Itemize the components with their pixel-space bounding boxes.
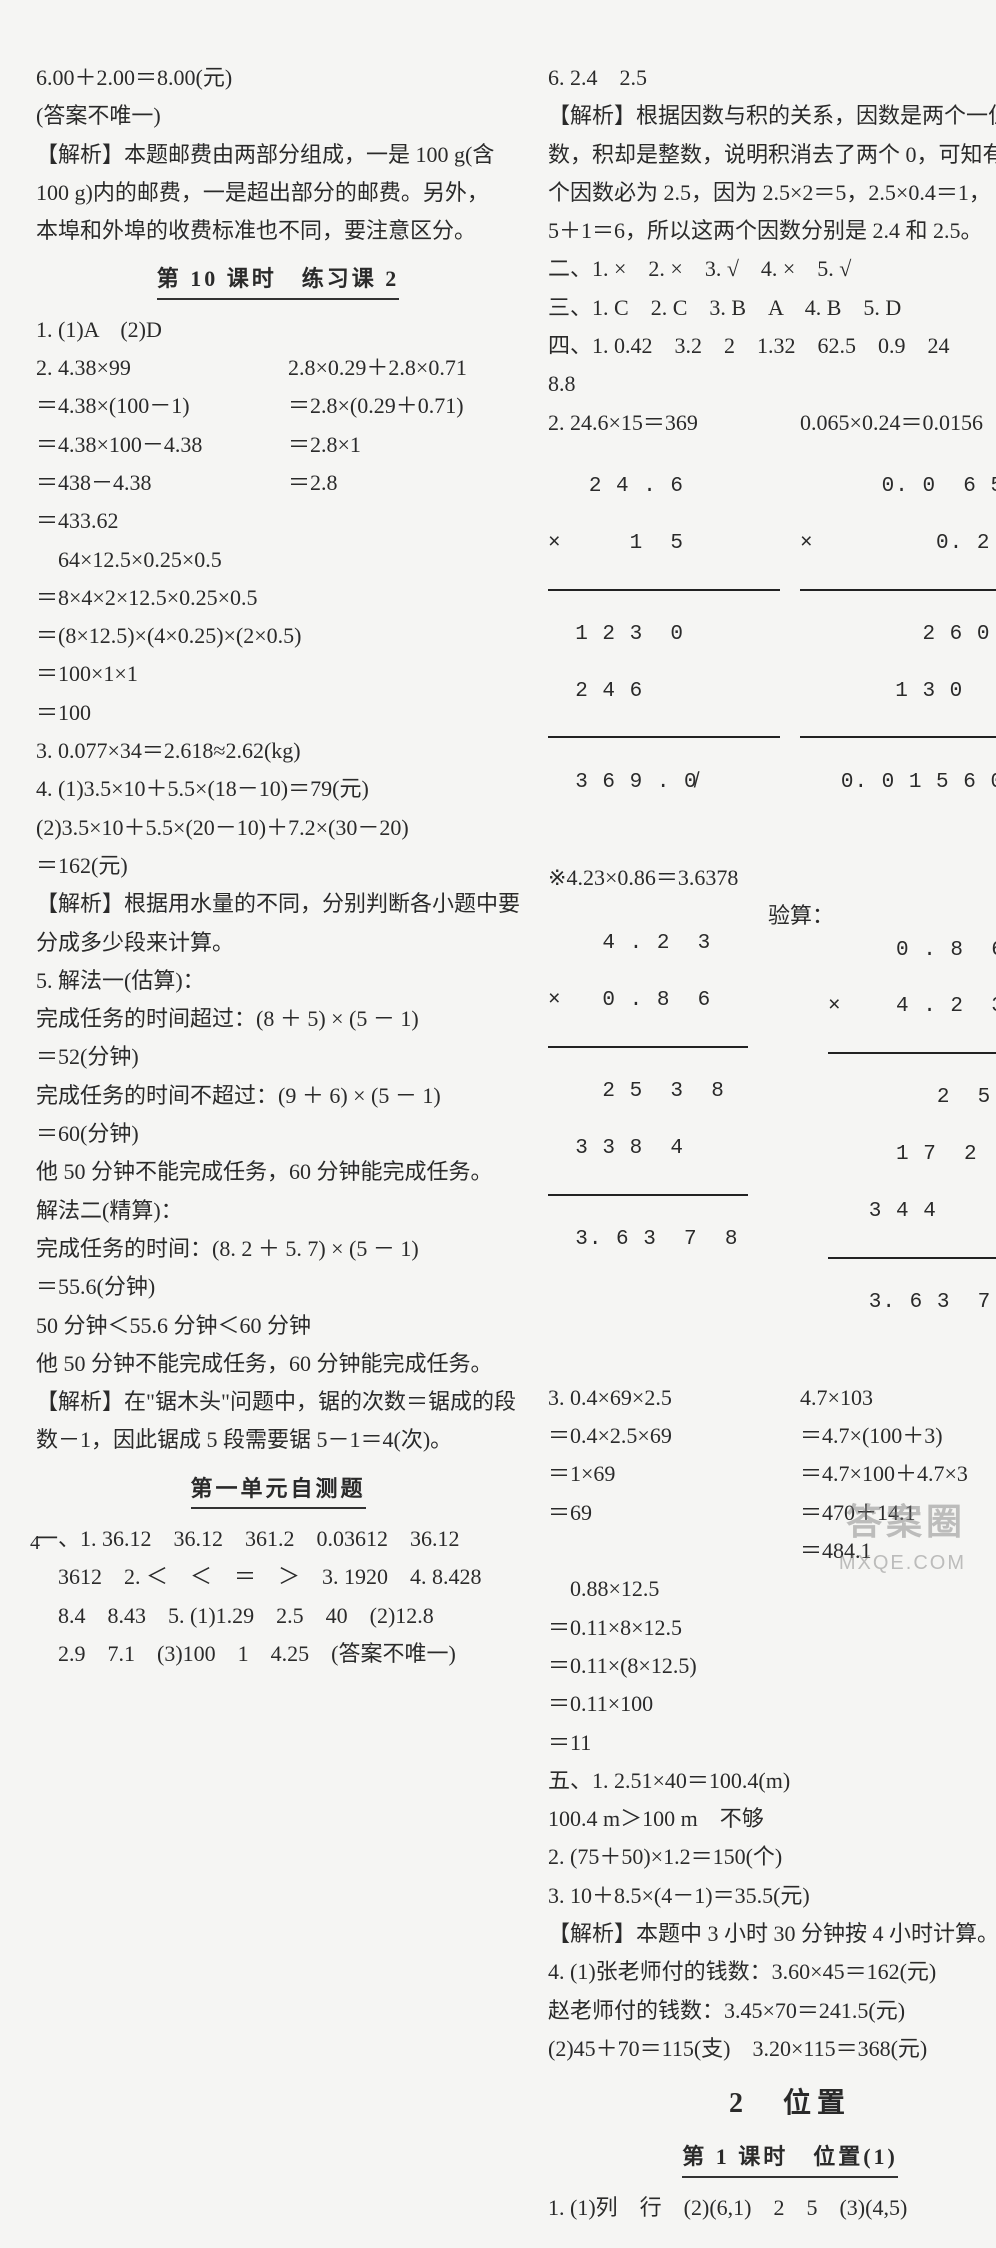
text-line: 【解析】本题邮费由两部分组成，一是 100 g(含: [36, 137, 520, 173]
answer-line: 2.9 7.1 (3)100 1 4.25 (答案不唯一): [36, 1636, 520, 1672]
calc-line: ＝4.7×(100＋3): [800, 1418, 996, 1454]
calc-header: 0.065×0.24＝0.0156: [800, 405, 996, 441]
text-line: 完成任务的时间：(8. 2 ＋ 5. 7) × (5 － 1): [36, 1231, 520, 1267]
calc-line: ＝2.8: [288, 465, 520, 501]
answer-line: 3612 2. ＜ ＜ ＝ ＞ 3. 1920 4. 8.428: [36, 1559, 520, 1595]
calc-line: 2.8×0.29＋2.8×0.71: [288, 350, 520, 386]
calc-line: 2. 4.38×99: [36, 350, 268, 386]
calc-line: ＝4.7×100＋4.7×3: [800, 1456, 996, 1492]
page-number: 4: [30, 1527, 40, 1560]
calc-line: ＝4.38×100－4.38: [36, 427, 268, 463]
calc-line: 0.88×12.5: [548, 1571, 996, 1607]
text-line: ＝55.6(分钟): [36, 1269, 520, 1305]
answer-line: 一、1. 36.12 36.12 361.2 0.03612 36.12: [36, 1521, 520, 1557]
calc-line: ＝4.38×(100－1): [36, 388, 268, 424]
calc-line: ＝100×1×1: [36, 656, 520, 692]
calc-line: ＝0.11×(8×12.5): [548, 1648, 996, 1684]
answer-line: ＝162(元): [36, 848, 520, 884]
text-line: ＝60(分钟): [36, 1116, 520, 1152]
calc-line: ＝1×69: [548, 1456, 780, 1492]
text-line: ＝52(分钟): [36, 1039, 520, 1075]
answer-line: 四、1. 0.42 3.2 2 1.32 62.5 0.9 24: [548, 328, 996, 364]
calc-line: 64×12.5×0.25×0.5: [36, 542, 520, 578]
answer-line: 8.8: [548, 366, 996, 402]
answer-line: 1. (1)列 行 (2)(6,1) 2 5 (3)(4,5): [548, 2190, 996, 2226]
long-multiplication: 2 4 . 6 × 1 5 1 2 3 0 2 4 6 3 6 9 . 0̸: [548, 445, 780, 854]
answer-line: 3. 0.077×34＝2.618≈2.62(kg): [36, 733, 520, 769]
answer-line: (2)3.5×10＋5.5×(20－10)＋7.2×(30－20): [36, 810, 520, 846]
calc-line: ＝438－4.38: [36, 465, 268, 501]
calc-line: ＝484.1: [800, 1533, 996, 1569]
explain-line: 【解析】本题中 3 小时 30 分钟按 4 小时计算。: [548, 1916, 996, 1952]
answer-line: 8.4 8.43 5. (1)1.29 2.5 40 (2)12.8: [36, 1598, 520, 1634]
calc-line: ＝8×4×2×12.5×0.25×0.5: [36, 580, 520, 616]
calc-header: ※4.23×0.86＝3.6378: [548, 860, 996, 896]
text-line: 完成任务的时间超过：(8 ＋ 5) × (5 － 1): [36, 1001, 520, 1037]
long-multiplication: 0 . 8 6 × 4 . 2 3 2 5 8 1 7 2 3 4 4 3. 6…: [828, 908, 996, 1374]
text-line: (答案不唯一): [36, 98, 520, 134]
calc-line: ＝470＋14.1: [800, 1495, 996, 1531]
long-multiplication: 0. 0 6 5 × 0. 2 4 2 6 0 1 3 0 0. 0 1 5 6…: [800, 445, 996, 854]
lesson-heading: 第 10 课时 练习课 2: [157, 261, 400, 299]
explain-line: 【解析】根据因数与积的关系，因数是两个一位小: [548, 98, 996, 134]
calc-line: ＝2.8×1: [288, 427, 520, 463]
text-line: 【解析】在"锯木头"问题中，锯的次数＝锯成的段: [36, 1384, 520, 1420]
answer-line: 4. (1)张老师付的钱数：3.60×45＝162(元): [548, 1954, 996, 1990]
answer-line: 6. 2.4 2.5: [548, 60, 996, 96]
answer-line: 五、1. 2.51×40＝100.4(m): [548, 1763, 996, 1799]
text-line: 解法二(精算)：: [36, 1193, 520, 1229]
calc-line: ＝433.62: [36, 503, 268, 539]
calc-line: ＝0.11×100: [548, 1686, 996, 1722]
right-column: 6. 2.4 2.5 【解析】根据因数与积的关系，因数是两个一位小 数，积却是整…: [534, 60, 996, 2228]
lesson-heading: 第 1 课时 位置(1): [682, 2139, 898, 2177]
answer-line: 100.4 m＞100 m 不够: [548, 1801, 996, 1837]
answer-line: 4. (1)3.5×10＋5.5×(18－10)＝79(元): [36, 771, 520, 807]
text-line: 数－1，因此锯成 5 段需要锯 5－1＝4(次)。: [36, 1422, 520, 1458]
explain-line: 分成多少段来计算。: [36, 925, 520, 961]
answer-line: (2)45＋70＝115(支) 3.20×115＝368(元): [548, 2031, 996, 2067]
explain-line: 5＋1＝6，所以这两个因数分别是 2.4 和 2.5。: [548, 213, 996, 249]
text-line: 5. 解法一(估算)：: [36, 963, 520, 999]
unit-heading: 第一单元自测题: [191, 1471, 366, 1509]
page: 6.00＋2.00＝8.00(元) (答案不唯一) 【解析】本题邮费由两部分组成…: [0, 0, 996, 2248]
mult-pair: 4 . 2 3 × 0 . 8 6 2 5 3 8 3 3 8 4 3. 6 3…: [548, 898, 996, 1380]
chapter-heading: 2 位置: [548, 2081, 996, 2127]
calc-line: ＝69: [548, 1495, 780, 1531]
answer-line: 2. (75＋50)×1.2＝150(个): [548, 1839, 996, 1875]
answer-line: 二、1. × 2. × 3. √ 4. × 5. √: [548, 251, 996, 287]
calc-pair: 3. 0.4×69×2.5 ＝0.4×2.5×69 ＝1×69 ＝69 4.7×…: [548, 1380, 996, 1571]
text-line: 本埠和外埠的收费标准也不同，要注意区分。: [36, 213, 520, 249]
calc-line: 3. 0.4×69×2.5: [548, 1380, 780, 1416]
calc-line: ＝0.11×8×12.5: [548, 1610, 996, 1646]
calc-header: 2. 24.6×15＝369: [548, 405, 780, 441]
text-line: 6.00＋2.00＝8.00(元): [36, 60, 520, 96]
text-line: 50 分钟＜55.6 分钟＜60 分钟: [36, 1308, 520, 1344]
long-multiplication: 4 . 2 3 × 0 . 8 6 2 5 3 8 3 3 8 4 3. 6 3…: [548, 902, 748, 1311]
text-line: 完成任务的时间不超过：(9 ＋ 6) × (5 － 1): [36, 1078, 520, 1114]
left-column: 6.00＋2.00＝8.00(元) (答案不唯一) 【解析】本题邮费由两部分组成…: [22, 60, 534, 2228]
text-line: 他 50 分钟不能完成任务，60 分钟能完成任务。: [36, 1346, 520, 1382]
answer-line: 三、1. C 2. C 3. B A 4. B 5. D: [548, 290, 996, 326]
calc-line: ＝(8×12.5)×(4×0.25)×(2×0.5): [36, 618, 520, 654]
answer-line: 3. 10＋8.5×(4－1)＝35.5(元): [548, 1878, 996, 1914]
explain-line: 个因数必为 2.5，因为 2.5×2＝5，2.5×0.4＝1，: [548, 175, 996, 211]
answer-line: 1. (1)A (2)D: [36, 312, 520, 348]
calc-pair: 2. 4.38×99 ＝4.38×(100－1) ＝4.38×100－4.38 …: [36, 350, 520, 541]
calc-line: 4.7×103: [800, 1380, 996, 1416]
calc-line: ＝2.8×(0.29＋0.71): [288, 388, 520, 424]
calc-line: ＝11: [548, 1725, 996, 1761]
text-line: 100 g)内的邮费，一是超出部分的邮费。另外，: [36, 175, 520, 211]
explain-line: 数，积却是整数，说明积消去了两个 0，可知有一: [548, 137, 996, 173]
answer-line: 赵老师付的钱数：3.45×70＝241.5(元): [548, 1993, 996, 2029]
calc-line: ＝0.4×2.5×69: [548, 1418, 780, 1454]
calc-line: ＝100: [36, 695, 520, 731]
text-line: 他 50 分钟不能完成任务，60 分钟能完成任务。: [36, 1154, 520, 1190]
mult-pair: 2. 24.6×15＝369 2 4 . 6 × 1 5 1 2 3 0 2 4…: [548, 405, 996, 860]
explain-line: 【解析】根据用水量的不同，分别判断各小题中要: [36, 886, 520, 922]
